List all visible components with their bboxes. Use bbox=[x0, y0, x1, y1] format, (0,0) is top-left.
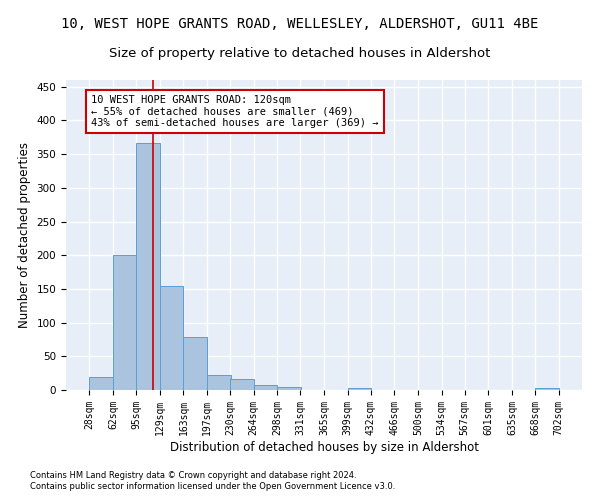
Bar bbox=[347, 388, 371, 390]
Text: 10, WEST HOPE GRANTS ROAD, WELLESLEY, ALDERSHOT, GU11 4BE: 10, WEST HOPE GRANTS ROAD, WELLESLEY, AL… bbox=[61, 18, 539, 32]
Text: Contains HM Land Registry data © Crown copyright and database right 2024.: Contains HM Land Registry data © Crown c… bbox=[30, 470, 356, 480]
Text: Size of property relative to detached houses in Aldershot: Size of property relative to detached ho… bbox=[109, 48, 491, 60]
Bar bbox=[207, 374, 231, 390]
X-axis label: Distribution of detached houses by size in Aldershot: Distribution of detached houses by size … bbox=[170, 440, 479, 454]
Bar bbox=[89, 376, 113, 390]
Bar bbox=[230, 379, 254, 390]
Y-axis label: Number of detached properties: Number of detached properties bbox=[18, 142, 31, 328]
Bar bbox=[184, 338, 207, 390]
Bar bbox=[113, 255, 137, 390]
Bar bbox=[136, 142, 160, 390]
Bar bbox=[277, 386, 301, 390]
Bar bbox=[254, 384, 277, 390]
Text: Contains public sector information licensed under the Open Government Licence v3: Contains public sector information licen… bbox=[30, 482, 395, 491]
Bar bbox=[535, 388, 559, 390]
Text: 10 WEST HOPE GRANTS ROAD: 120sqm
← 55% of detached houses are smaller (469)
43% : 10 WEST HOPE GRANTS ROAD: 120sqm ← 55% o… bbox=[91, 95, 379, 128]
Bar bbox=[160, 286, 184, 390]
